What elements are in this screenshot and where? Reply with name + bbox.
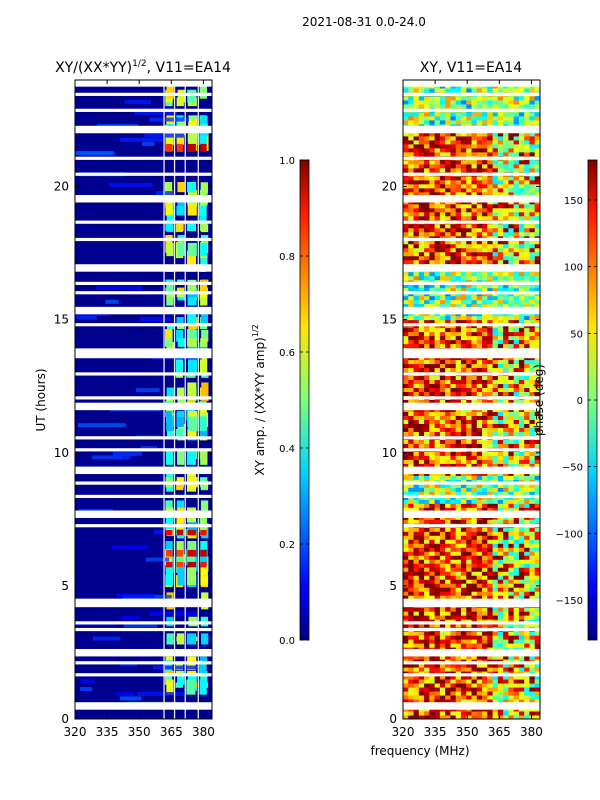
y-tick-label: 5: [389, 579, 397, 593]
x-tick-label: 320: [64, 725, 87, 739]
y-tick-label: 20: [54, 180, 69, 194]
amplitude-colorbar-ticks: 0.0 0.2 0.4 0.6 0.8 1.0: [279, 156, 309, 647]
right-heatmap: [403, 80, 540, 719]
colorbar-tick-label: −100: [556, 529, 583, 540]
x-tick-label: 380: [520, 725, 543, 739]
y-tick-label: 0: [389, 712, 397, 726]
colorbar-tick-label: −150: [556, 596, 583, 607]
colorbar-tick-label: 0.6: [279, 348, 295, 359]
left-axes: 320 335 350 365 380 0 5 10 15 20: [54, 80, 215, 739]
right-panel-title: XY, V11=EA14: [420, 60, 522, 76]
x-tick-label: 335: [424, 725, 447, 739]
x-tick-label: 380: [192, 725, 215, 739]
phase-colorbar-label: phase (deg): [532, 364, 546, 436]
y-tick-label: 10: [382, 446, 397, 460]
x-tick-label: 350: [128, 725, 151, 739]
colorbar-tick-label: 0.0: [279, 636, 295, 647]
colorbar-tick-label: 150: [564, 196, 583, 207]
colorbar-tick-label: 0.4: [279, 444, 295, 455]
colorbar-tick-label: 100: [564, 263, 583, 274]
x-tick-label: 365: [488, 725, 511, 739]
y-tick-label: 20: [382, 180, 397, 194]
colorbar-tick-label: 0.2: [279, 540, 295, 551]
left-plot-frame: [74, 79, 213, 720]
amplitude-colorbar: [299, 159, 310, 641]
amplitude-colorbar-label: XY amp. / (XX*YY amp)1/2: [251, 324, 267, 475]
colorbar-tick-label: −50: [562, 463, 583, 474]
figure-suptitle: 2021-08-31 0.0-24.0: [302, 15, 426, 29]
y-tick-label: 0: [61, 712, 69, 726]
colorbar-tick-label: 1.0: [279, 156, 295, 167]
left-ylabel: UT (hours): [34, 368, 48, 431]
x-tick-label: 365: [160, 725, 183, 739]
y-tick-label: 10: [54, 446, 69, 460]
y-tick-label: 15: [382, 313, 397, 327]
phase-colorbar-ticks: −150 −100 −50 0 50 100 150: [556, 196, 597, 607]
left-panel-title: XY/(XX*YY)1/2, V11=EA14: [55, 59, 231, 76]
right-plot-frame: [402, 79, 541, 720]
y-tick-label: 15: [54, 313, 69, 327]
left-heatmap: [75, 80, 212, 719]
colorbar-tick-label: 0: [577, 396, 583, 407]
x-tick-label: 335: [96, 725, 119, 739]
right-axes: 320 335 350 365 380 0 5 10 15 20: [382, 80, 543, 739]
colorbar-tick-label: 50: [570, 329, 583, 340]
colorbar-tick-label: 0.8: [279, 252, 295, 263]
figure-xlabel: frequency (MHz): [370, 744, 469, 758]
x-tick-label: 350: [456, 725, 479, 739]
x-tick-label: 320: [392, 725, 415, 739]
y-tick-label: 5: [61, 579, 69, 593]
